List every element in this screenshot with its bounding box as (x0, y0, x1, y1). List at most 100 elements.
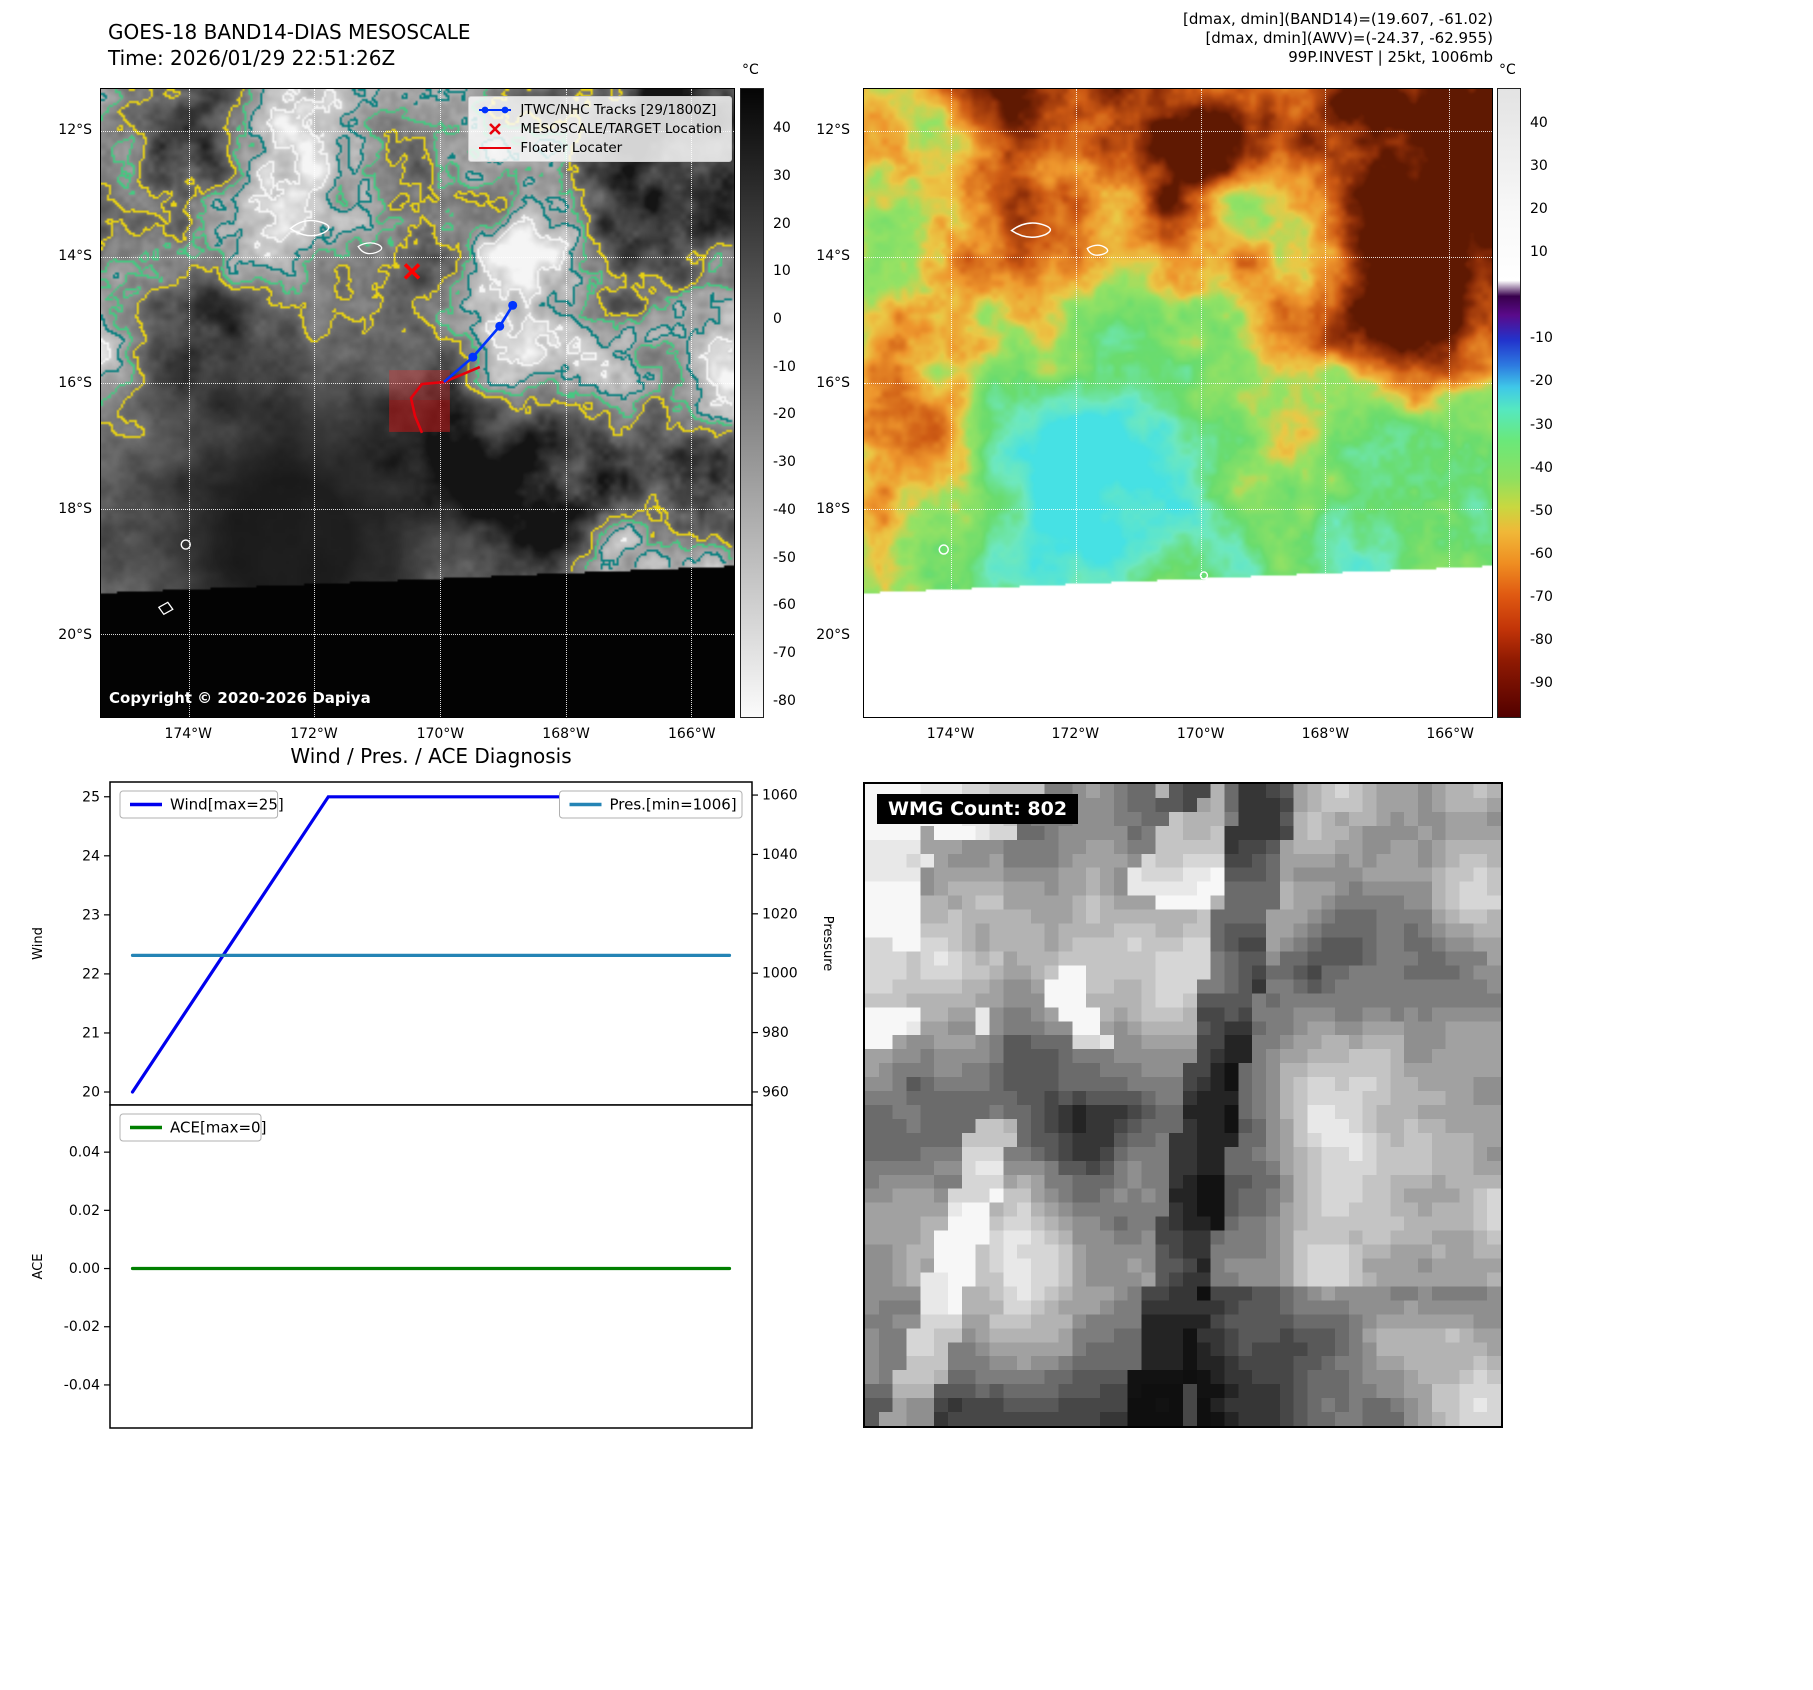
mesoscale-domain-box (389, 370, 450, 432)
colorbar-tick-label: 30 (773, 167, 791, 184)
floater-locater-line (409, 365, 481, 434)
track-point (495, 321, 505, 331)
colorbar-tick-label: -60 (1530, 546, 1553, 563)
colorbar-tick-label: -50 (773, 549, 796, 566)
chart-legend-box (119, 790, 279, 819)
colorbar-tick-label: -80 (1530, 632, 1553, 649)
legend-item-floater: Floater Locater (478, 140, 722, 156)
band14-colorbar (740, 88, 764, 718)
colorbar-tick-label: -50 (1530, 502, 1553, 519)
colorbar-tick-label: -70 (773, 645, 796, 662)
axis-label: ACE (31, 1254, 46, 1280)
axis-tick-label: 20 (82, 1085, 100, 1101)
jtwc-track-line (443, 304, 514, 384)
colorbar-tick-label: 10 (1530, 243, 1548, 260)
colorbar-tick-label: -70 (1530, 589, 1553, 606)
band14-colorbar-labels: 40 30 20 10 0 -10 -20 -30 -40 -50 -60 -70 -80 (766, 88, 818, 718)
axis-label: Pressure (820, 916, 835, 972)
lat-tick-label: 12°S (816, 122, 850, 139)
band14-satellite-image (101, 89, 734, 717)
awv-colorbar-unit: °C (1499, 62, 1516, 78)
colorbar-tick-label: 40 (773, 120, 791, 137)
axis-tick-label: 25 (82, 789, 100, 805)
colorbar-tick-label: 20 (773, 215, 791, 232)
lon-tick-label: 170°W (1176, 726, 1225, 742)
band14-annotations (157, 219, 518, 616)
axis-tick-label: 0.04 (69, 1145, 100, 1161)
colorbar-tick-label: 0 (773, 311, 782, 327)
lon-tick-label: 166°W (668, 726, 716, 742)
lat-tick-label: 20°S (58, 626, 92, 643)
axis-tick-label: 23 (82, 907, 100, 923)
axis-tick-label: 0.02 (69, 1203, 100, 1219)
chart-legend-label: ACE[max=0] (170, 1119, 266, 1137)
colorbar-tick-label: -40 (1530, 459, 1553, 476)
copyright-text: Copyright © 2020-2026 Dapiya (109, 689, 371, 707)
chart-legend-box (119, 1113, 262, 1142)
axis-tick-label: 0.00 (69, 1261, 100, 1277)
lon-tick-label: 174°W (926, 726, 975, 742)
lon-tick-label: 168°W (542, 726, 590, 742)
axis-tick-label: -0.02 (64, 1319, 100, 1335)
island-outline (157, 601, 174, 616)
chart-legend-label: Pres.[min=1006] (610, 796, 737, 814)
awv-colorbar (1497, 88, 1521, 718)
axis-tick-label: 24 (82, 848, 100, 864)
lat-tick-label: 12°S (58, 122, 92, 139)
awv-header-line-band14: [dmax, dmin](BAND14)=(19.607, -61.02) (1182, 10, 1493, 28)
awv-satellite-image (864, 89, 1492, 717)
band14-colorbar-unit: °C (742, 62, 759, 78)
awv-lat-axis: 12°S 14°S 16°S 18°S 20°S (800, 88, 856, 718)
legend-item-target: MESOSCALE/TARGET Location (478, 121, 722, 137)
island-outline (938, 544, 949, 555)
axis-tick-label: 1040 (762, 847, 798, 863)
target-x-marker (403, 263, 421, 280)
lat-tick-label: 16°S (58, 374, 92, 391)
colorbar-tick-label: -20 (1530, 373, 1553, 390)
lat-tick-label: 20°S (816, 626, 850, 643)
plot-frame (109, 1104, 753, 1429)
awv-annotations (938, 222, 1209, 580)
band14-title: GOES-18 BAND14-DIAS MESOSCALE (108, 20, 471, 44)
awv-header-line-awv: [dmax, dmin](AWV)=(-24.37, -62.955) (1205, 29, 1493, 47)
lat-tick-label: 14°S (816, 248, 850, 265)
lon-tick-label: 166°W (1426, 726, 1474, 742)
colorbar-tick-label: -30 (1530, 416, 1553, 433)
wmg-count-label: WMG Count: 802 (877, 794, 1079, 824)
awv-map (863, 88, 1493, 718)
colorbar-tick-label: 30 (1530, 157, 1548, 174)
legend-item-track: JTWC/NHC Tracks [29/1800Z] (478, 102, 722, 118)
axis-tick-label: -0.04 (64, 1377, 100, 1393)
track-line-symbol (479, 106, 512, 114)
island-outline (1199, 571, 1209, 580)
axis-label: Wind (31, 927, 46, 960)
track-point (468, 352, 478, 362)
axis-tick-label: 1020 (762, 906, 798, 922)
lon-tick-label: 174°W (164, 726, 213, 742)
axis-tick-label: 21 (82, 1025, 100, 1041)
axis-tick-label: 980 (762, 1025, 789, 1041)
lon-tick-label: 172°W (290, 726, 338, 742)
colorbar-tick-label: -20 (773, 406, 796, 423)
wmg-pixel-image (865, 784, 1501, 1426)
axis-tick-label: 22 (82, 966, 100, 982)
wmg-panel: WMG Count: 802 (863, 782, 1503, 1428)
island-outline (289, 219, 330, 237)
island-outline (357, 242, 383, 255)
band14-lon-axis: 174°W 172°W 170°W 168°W 166°W (100, 721, 735, 743)
track-point (508, 300, 518, 310)
legend-label-track: JTWC/NHC Tracks [29/1800Z] (520, 102, 717, 118)
legend-label-target: MESOSCALE/TARGET Location (520, 121, 722, 137)
lon-tick-label: 170°W (416, 726, 465, 742)
colorbar-tick-label: -30 (773, 454, 796, 471)
island-outline (1086, 244, 1109, 256)
band14-time-subtitle: Time: 2026/01/29 22:51:26Z (108, 46, 396, 70)
colorbar-tick-label: -10 (773, 358, 796, 375)
lat-tick-label: 18°S (58, 500, 92, 517)
lon-tick-label: 168°W (1301, 726, 1350, 742)
colorbar-tick-label: -60 (773, 597, 796, 614)
colorbar-tick-label: -80 (773, 692, 796, 709)
colorbar-tick-label: -10 (1530, 330, 1553, 347)
colorbar-tick-label: 20 (1530, 200, 1548, 217)
